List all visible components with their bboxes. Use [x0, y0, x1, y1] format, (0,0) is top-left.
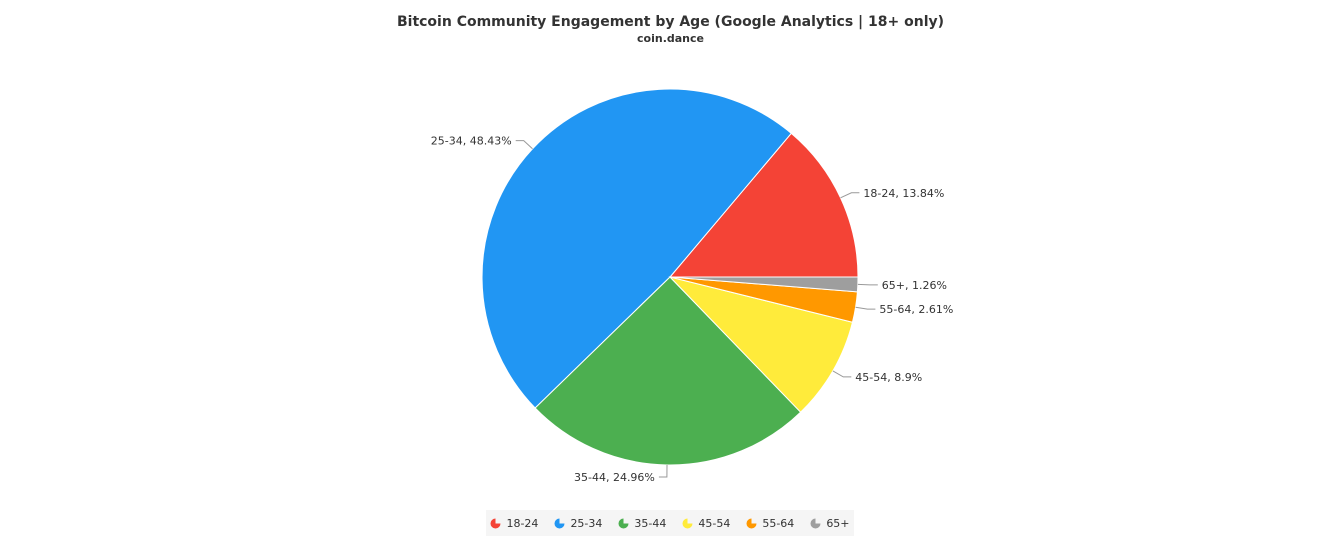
pie-slice-65plus[interactable] — [669, 276, 859, 293]
legend: 18-24 25-34 35-44 45-54 55-64 65+ — [486, 510, 854, 536]
pie-legend-icon — [682, 518, 693, 528]
legend-item-18-24[interactable]: 18-24 — [490, 517, 538, 530]
leader-line-55-64 — [855, 306, 876, 310]
legend-item-45-54[interactable]: 45-54 — [682, 517, 730, 530]
pie-legend-icon — [810, 518, 821, 528]
chart-subtitle: coin.dance — [637, 32, 704, 45]
legend-label: 35-44 — [634, 516, 667, 530]
legend-item-55-64[interactable]: 55-64 — [746, 517, 794, 530]
pie-slice-45-54[interactable] — [668, 276, 854, 413]
pie-legend-icon — [618, 518, 629, 528]
leader-line-65plus — [857, 283, 878, 286]
legend-label: 25-34 — [570, 516, 603, 530]
slice-label-65plus: 65+, 1.26% — [882, 279, 947, 292]
slice-label-55-64: 55-64, 2.61% — [879, 303, 953, 316]
slice-label-45-54: 45-54, 8.9% — [855, 371, 922, 384]
pie-slice-25-34[interactable] — [481, 88, 792, 409]
legend-label: 65+ — [826, 516, 850, 530]
slice-labels: 18-24, 13.84% 25-34, 48.43% 35-44, 24.96% 4… — [431, 135, 954, 484]
pie-legend-icon — [746, 518, 757, 528]
leader-line-35-44 — [658, 464, 668, 478]
leader-line-18-24 — [840, 192, 860, 199]
pie-slice-35-44[interactable] — [534, 276, 802, 466]
slice-label-35-44: 35-44, 24.96% — [574, 471, 655, 484]
leader-line-45-54 — [832, 370, 852, 378]
legend-label: 18-24 — [506, 516, 539, 530]
legend-label: 45-54 — [698, 516, 731, 530]
pie-slice-18-24[interactable] — [668, 132, 859, 278]
slice-label-18-24: 18-24, 13.84% — [863, 187, 944, 200]
chart-title: Bitcoin Community Engagement by Age (Goo… — [396, 14, 945, 30]
pie-slices — [481, 88, 859, 466]
leader-line-25-34 — [515, 140, 533, 150]
slice-leader-lines — [515, 140, 878, 478]
legend-item-25-34[interactable]: 25-34 — [554, 517, 602, 530]
legend-item-65plus[interactable]: 65+ — [810, 516, 850, 530]
pie-legend-icon — [554, 518, 565, 528]
slice-label-25-34: 25-34, 48.43% — [431, 135, 512, 148]
legend-label: 55-64 — [762, 516, 795, 530]
legend-item-35-44[interactable]: 35-44 — [618, 517, 666, 530]
pie-legend-icon — [490, 518, 501, 528]
